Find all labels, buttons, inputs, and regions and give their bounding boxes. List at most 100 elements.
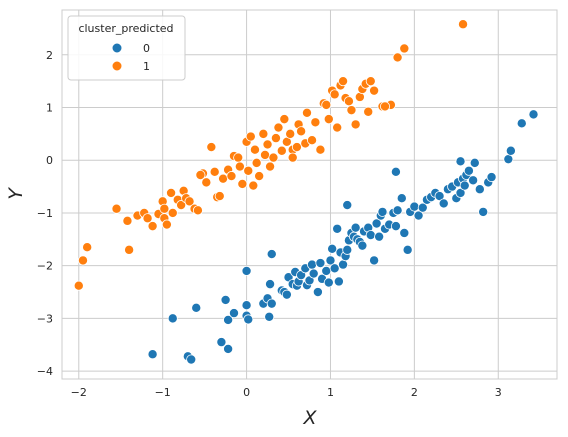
- point-cluster-0: [329, 263, 340, 274]
- point-cluster-0: [191, 302, 202, 313]
- y-tick-label: −3: [37, 312, 53, 325]
- point-cluster-1: [270, 133, 281, 144]
- y-tick-label: −2: [37, 260, 53, 273]
- point-cluster-1: [285, 128, 296, 139]
- point-cluster-1: [166, 187, 177, 198]
- point-cluster-0: [315, 258, 326, 269]
- y-tick-label: −4: [37, 365, 53, 378]
- point-cluster-0: [338, 259, 349, 270]
- point-cluster-1: [329, 89, 340, 100]
- point-cluster-0: [503, 154, 514, 165]
- point-cluster-1: [323, 114, 334, 125]
- point-cluster-0: [342, 200, 353, 211]
- point-cluster-0: [266, 249, 277, 260]
- point-cluster-1: [251, 157, 262, 168]
- x-tick-label: −1: [155, 386, 171, 399]
- point-cluster-1: [159, 203, 170, 214]
- point-cluster-1: [167, 207, 178, 218]
- x-tick-labels: −2 −1 0 1 2 3: [71, 386, 502, 399]
- point-cluster-1: [321, 99, 332, 110]
- legend-box: [67, 15, 186, 81]
- point-cluster-1: [122, 215, 133, 226]
- point-cluster-1: [243, 165, 254, 176]
- point-cluster-0: [308, 268, 319, 279]
- x-tick-label: −2: [71, 386, 87, 399]
- point-cluster-0: [392, 205, 403, 216]
- point-cluster-0: [455, 187, 466, 198]
- point-cluster-0: [147, 349, 158, 360]
- legend-label-0: 0: [143, 42, 150, 55]
- point-cluster-1: [287, 152, 298, 163]
- data-points: [73, 19, 539, 365]
- point-cluster-0: [350, 222, 361, 233]
- point-cluster-0: [459, 180, 470, 191]
- point-cluster-0: [486, 172, 497, 183]
- legend-marker-1: [111, 60, 123, 72]
- point-cluster-0: [399, 227, 410, 238]
- point-cluster-0: [265, 279, 276, 290]
- point-cluster-0: [505, 145, 516, 156]
- y-tick-label: −1: [37, 207, 53, 220]
- point-cluster-1: [77, 255, 88, 266]
- point-cluster-0: [463, 165, 474, 176]
- point-cluster-0: [332, 223, 343, 234]
- point-cluster-1: [369, 85, 380, 96]
- point-cluster-1: [111, 203, 122, 214]
- point-cluster-1: [233, 152, 244, 163]
- point-cluster-0: [186, 354, 197, 365]
- point-cluster-0: [365, 230, 376, 241]
- point-cluster-1: [249, 144, 260, 155]
- point-cluster-1: [458, 19, 469, 30]
- y-tick-label: 0: [46, 154, 53, 167]
- point-cluster-0: [223, 343, 234, 354]
- point-cluster-1: [346, 105, 357, 116]
- point-cluster-1: [291, 142, 302, 153]
- point-cluster-0: [413, 210, 424, 221]
- x-tick-label: 0: [243, 386, 250, 399]
- point-cluster-1: [332, 122, 343, 133]
- legend-title: cluster_predicted: [78, 22, 173, 35]
- point-cluster-0: [374, 231, 385, 242]
- point-cluster-1: [363, 106, 374, 117]
- point-cluster-0: [243, 314, 254, 325]
- point-cluster-1: [73, 280, 84, 291]
- point-cluster-1: [365, 76, 376, 87]
- point-cluster-1: [310, 117, 321, 128]
- point-cluster-0: [402, 244, 413, 255]
- point-cluster-1: [161, 219, 172, 230]
- y-tick-label: 1: [46, 102, 53, 115]
- legend-marker-0: [111, 42, 123, 54]
- point-cluster-1: [184, 196, 195, 207]
- point-cluster-1: [82, 242, 93, 253]
- y-tick-labels: −4 −3 −2 −1 0 1 2: [37, 49, 53, 378]
- point-cluster-1: [350, 119, 361, 130]
- point-cluster-1: [124, 244, 135, 255]
- point-cluster-1: [214, 191, 225, 202]
- point-cluster-0: [417, 202, 428, 213]
- point-cluster-1: [273, 122, 284, 133]
- point-cluster-0: [281, 289, 292, 300]
- point-cluster-0: [321, 265, 332, 276]
- point-cluster-0: [342, 244, 353, 255]
- point-cluster-0: [371, 218, 382, 229]
- point-cluster-0: [409, 201, 420, 212]
- point-cluster-1: [245, 131, 256, 142]
- point-cluster-0: [216, 337, 227, 348]
- point-cluster-1: [262, 139, 273, 150]
- point-cluster-1: [201, 177, 212, 188]
- point-cluster-1: [234, 161, 245, 172]
- point-cluster-1: [237, 178, 248, 189]
- point-cluster-1: [301, 107, 312, 118]
- point-cluster-0: [333, 276, 344, 287]
- point-cluster-0: [390, 221, 401, 232]
- point-cluster-1: [268, 152, 279, 163]
- point-cluster-0: [223, 314, 234, 325]
- point-cluster-1: [209, 166, 220, 177]
- point-cluster-0: [325, 255, 336, 266]
- point-cluster-1: [265, 161, 276, 172]
- point-cluster-1: [296, 126, 307, 137]
- point-cluster-1: [254, 171, 265, 182]
- point-cluster-0: [377, 206, 388, 217]
- point-cluster-1: [276, 145, 287, 156]
